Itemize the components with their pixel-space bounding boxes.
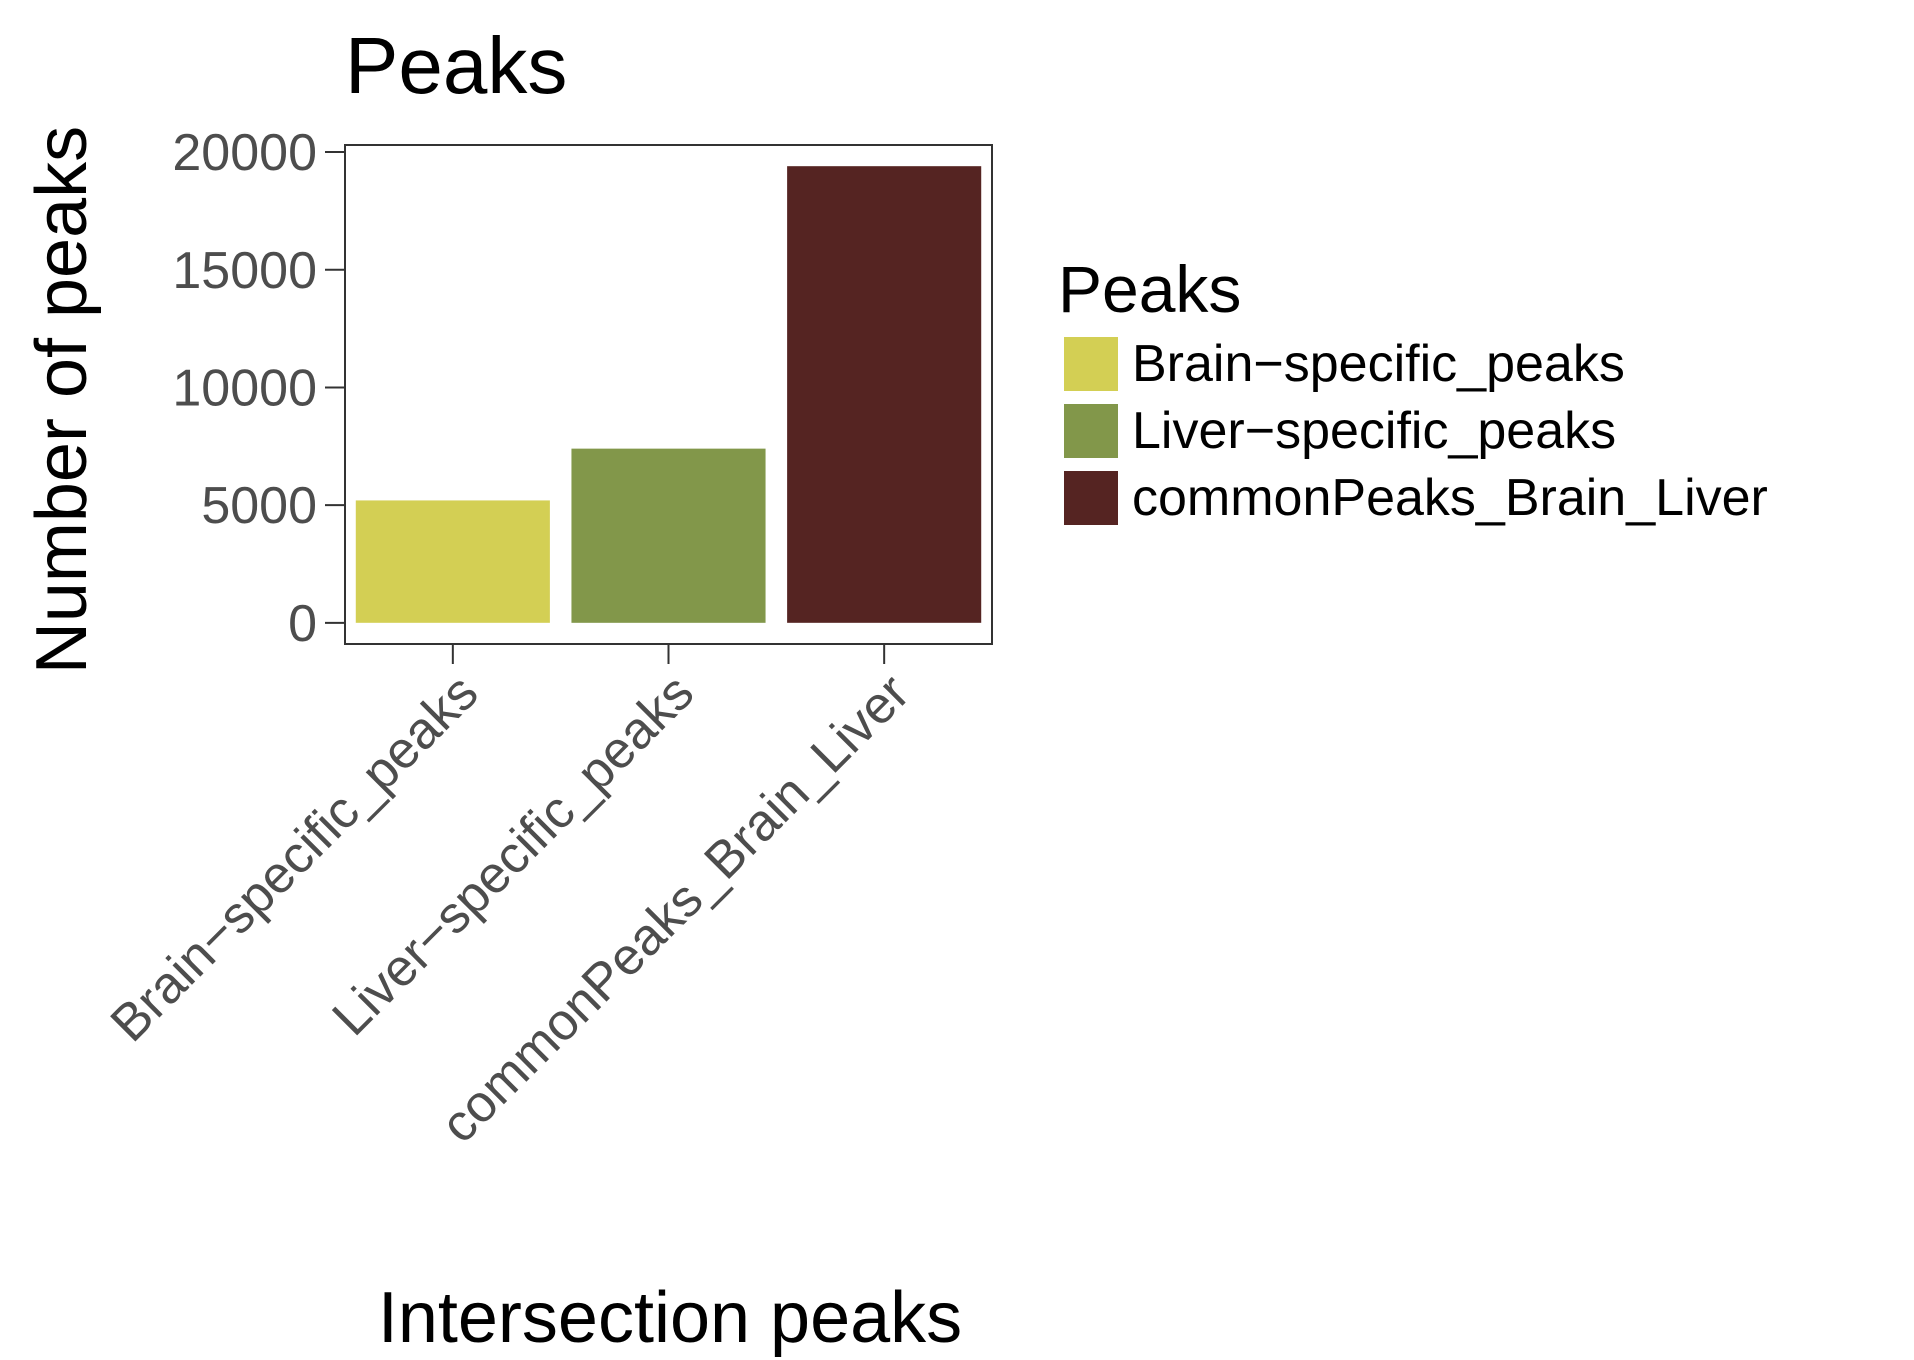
chart-title: Peaks (345, 21, 567, 110)
x-tick-label: Liver−specific_peaks (322, 663, 705, 1046)
legend-title: Peaks (1058, 252, 1241, 326)
y-tick-label: 0 (288, 595, 317, 653)
legend-swatch (1064, 471, 1118, 525)
legend-swatch (1064, 404, 1118, 458)
x-axis: Brain−specific_peaksLiver−specific_peaks… (100, 644, 921, 1154)
bar (571, 448, 766, 623)
y-tick-label: 10000 (172, 359, 317, 417)
y-axis: 0 5000 10000 15000 20000 (172, 124, 345, 653)
x-tick-label: Brain−specific_peaks (100, 663, 490, 1053)
legend-label: commonPeaks_Brain_Liver (1132, 469, 1768, 527)
legend-label: Brain−specific_peaks (1132, 335, 1625, 393)
legend-entries: Brain−specific_peaks Liver−specific_peaks… (1064, 335, 1768, 527)
x-axis-label: Intersection peaks (378, 1278, 962, 1358)
legend-label: Liver−specific_peaks (1132, 402, 1616, 460)
y-tick-label: 20000 (172, 124, 317, 182)
legend-swatch (1064, 337, 1118, 391)
bar (787, 166, 982, 623)
y-tick-label: 5000 (201, 477, 317, 535)
legend: Peaks Brain−specific_peaks Liver−specific… (1058, 252, 1768, 527)
bar (355, 500, 550, 623)
y-tick-label: 15000 (172, 242, 317, 300)
y-axis-label: Number of peaks (22, 126, 102, 674)
x-tick-label: commonPeaks_Brain_Liver (430, 663, 921, 1154)
bars (355, 166, 982, 623)
